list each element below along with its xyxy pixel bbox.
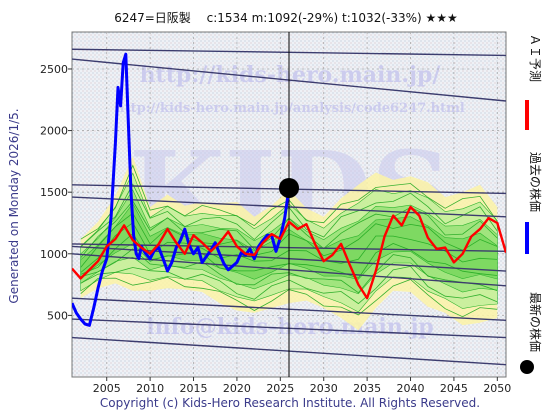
y-tick-label: 2000 (40, 125, 68, 138)
x-tick-label: 2035 (353, 382, 381, 395)
generated-date-note: Generated on Monday 2026/1/5. (7, 108, 21, 303)
legend-swatch (520, 360, 534, 374)
x-tick-label: 2040 (397, 382, 425, 395)
y-tick-label: 1000 (40, 248, 68, 261)
x-tick-label: 2025 (266, 382, 294, 395)
legend-label: ＡＩ予測 (528, 34, 542, 82)
y-axis: 500 1000 1500 2000 2500 (40, 63, 72, 322)
watermark-url-analysis: http://kids-hero.main.jp/analysis/code62… (115, 101, 465, 116)
x-tick-label: 2020 (223, 382, 251, 395)
y-tick-label: 1500 (40, 186, 68, 199)
x-tick-label: 2045 (440, 382, 468, 395)
x-tick-label: 2010 (136, 382, 164, 395)
watermark-email: info@kids-hero.main.jp (146, 314, 433, 340)
x-tick-label: 2015 (180, 382, 208, 395)
legend-label: 過去の株価 (528, 152, 543, 212)
x-axis: 2005 2010 2015 2020 2025 2030 2035 2040 2045 2050 (93, 377, 511, 395)
y-tick-label: 2500 (40, 63, 68, 76)
series-lines (72, 52, 506, 327)
latest-marker (279, 177, 299, 198)
past-price-line (72, 52, 291, 327)
latest-price-marker (279, 177, 299, 198)
copyright-notice: Copyright (c) Kids-Hero Research Institu… (100, 396, 480, 410)
watermark-url: http://kids-hero.main.jp/ (140, 62, 442, 88)
ai-forecast-line (72, 205, 506, 300)
x-tick-label: 2030 (310, 382, 338, 395)
legend-label: 最新の株価 (528, 292, 543, 352)
chart-title: 6247=日阪製 c:1534 m:1092(-29%) t:1032(-33%… (114, 11, 458, 25)
x-tick-label: 2050 (483, 382, 511, 395)
x-tick-label: 2005 (93, 382, 121, 395)
y-tick-label: 500 (47, 309, 68, 322)
